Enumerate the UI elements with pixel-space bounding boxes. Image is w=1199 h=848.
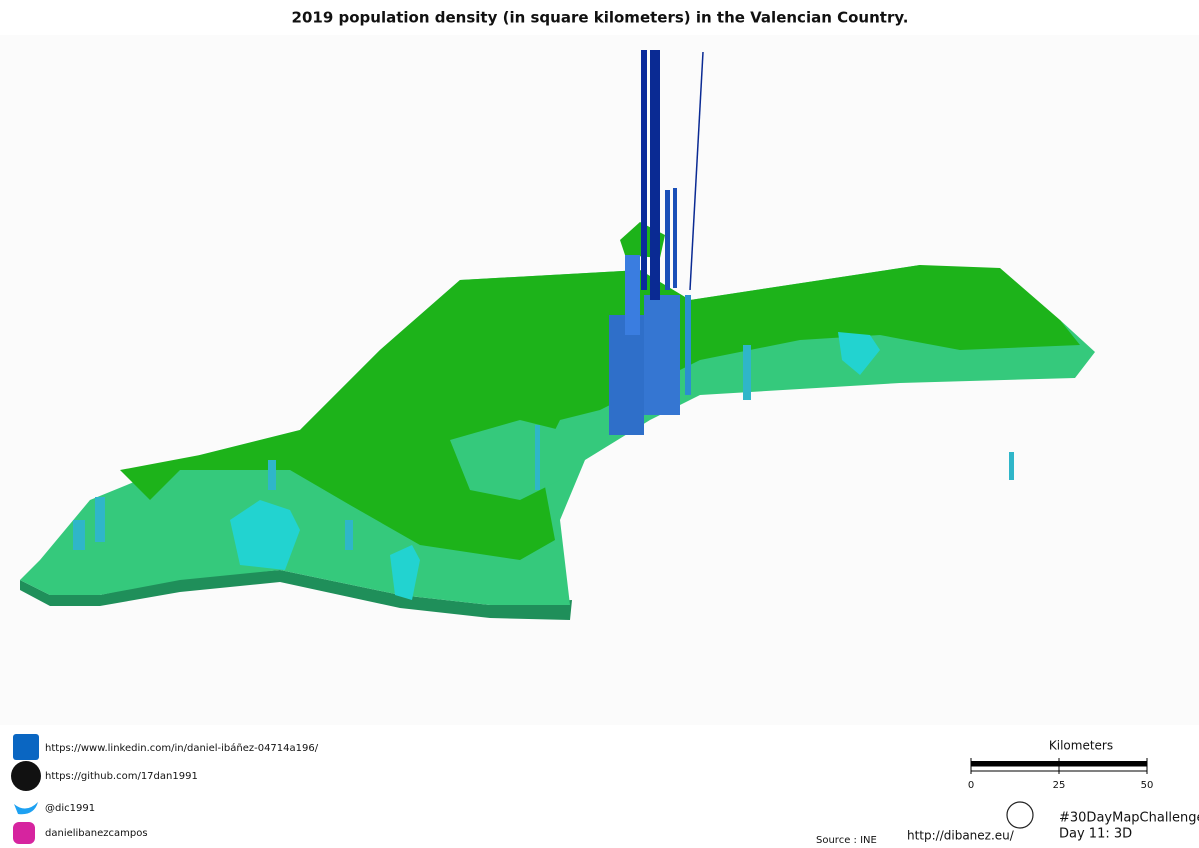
scale-segment	[971, 761, 1059, 766]
bar	[95, 497, 105, 542]
instagram-handle: danielibanezcampos	[45, 828, 148, 839]
bar	[535, 425, 540, 490]
challenge-day: Day 11: 3D	[1059, 827, 1132, 842]
instagram-icon	[13, 822, 35, 844]
twitter-icon	[14, 802, 38, 815]
linkedin-icon	[13, 734, 39, 760]
scale-segment	[970, 765, 1060, 772]
bar	[641, 50, 647, 290]
high-density-area	[390, 545, 420, 600]
bar	[268, 460, 276, 490]
linkedin-link: https://www.linkedin.com/in/daniel-ibáñe…	[45, 742, 319, 754]
scale-tick-label: 0	[968, 780, 974, 791]
high-density-area	[838, 332, 880, 375]
bar	[665, 190, 670, 290]
github-link: https://github.com/17dan1991	[45, 771, 198, 782]
challenge: #30DayMapChallenge	[1059, 811, 1199, 826]
bar	[625, 255, 640, 335]
map	[20, 50, 1095, 620]
bar	[650, 50, 660, 300]
high-density-area	[230, 500, 300, 570]
scale-tick-label: 50	[1141, 780, 1154, 791]
land-inland	[120, 265, 1080, 560]
globe-icon	[1006, 801, 1034, 829]
title: 2019 population density (in square kilom…	[292, 9, 909, 27]
scale-title: Kilometers	[1049, 739, 1113, 753]
bar	[685, 295, 691, 395]
bar	[673, 188, 677, 288]
bar	[73, 520, 85, 550]
scale-segment	[1059, 761, 1147, 766]
bar	[743, 345, 751, 400]
bar	[689, 51, 704, 291]
scale-segment	[1058, 765, 1148, 772]
website: http://dibanez.eu/	[907, 829, 1015, 843]
github-icon	[11, 761, 41, 791]
scale-tick-label: 25	[1053, 780, 1066, 791]
land-coastal	[450, 420, 560, 500]
bar	[345, 520, 353, 550]
twitter-handle: @dic1991	[45, 803, 95, 814]
source: Source : INE	[816, 835, 877, 846]
footer: https://www.linkedin.com/in/daniel-ibáñe…	[11, 734, 1199, 846]
scale-bar: Kilometers 0 25 50	[968, 739, 1154, 792]
density-bars	[73, 50, 1014, 550]
land-edge	[20, 570, 572, 620]
bar	[644, 295, 680, 415]
bar	[1009, 452, 1014, 480]
